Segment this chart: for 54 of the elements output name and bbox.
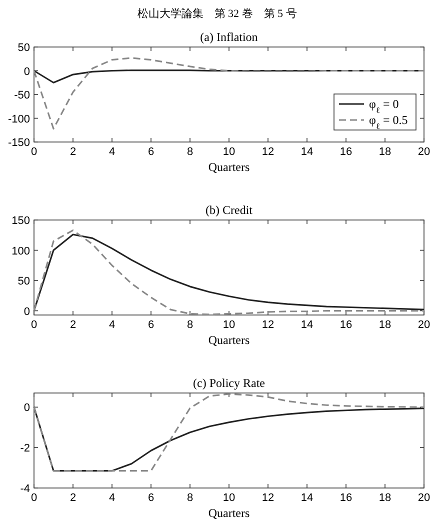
x-tick-label: 6 <box>148 319 154 331</box>
x-tick-label: 20 <box>418 146 430 158</box>
x-tick-label: 12 <box>262 319 274 331</box>
x-tick-label: 14 <box>300 492 314 504</box>
x-tick-label: 2 <box>70 319 76 331</box>
x-axis-title: Quarters <box>208 506 250 520</box>
x-tick-label: 2 <box>70 146 76 158</box>
x-tick-label: 14 <box>300 319 314 331</box>
legend-label: φ$_{ℓ}$ = 0.5 <box>369 113 408 130</box>
x-tick-label: 10 <box>222 146 236 158</box>
x-axis-title: Quarters <box>208 160 250 174</box>
x-tick-label: 6 <box>148 146 154 158</box>
text: 松山大学論集 第 32 巻 第 5 号 <box>137 7 297 20</box>
x-axis-title: Quarters <box>208 333 250 347</box>
x-tick-label: 16 <box>340 492 352 504</box>
y-tick-label: -4 <box>20 483 30 495</box>
x-tick-label: 12 <box>262 146 274 158</box>
x-tick-label: 8 <box>186 492 194 504</box>
x-tick-label: 8 <box>186 146 194 158</box>
x-tick-label: 18 <box>378 146 392 158</box>
x-tick-label: 14 <box>300 146 314 158</box>
x-tick-label: 20 <box>418 492 430 504</box>
chart-title: (b) Credit <box>206 203 254 217</box>
y-tick-label: 0 <box>24 306 30 318</box>
y-tick-label: 50 <box>18 276 30 288</box>
x-tick-label: 10 <box>222 319 236 331</box>
x-tick-label: 4 <box>108 492 116 504</box>
y-tick-label: 150 <box>12 215 30 227</box>
x-tick-label: 8 <box>186 319 194 331</box>
y-tick-label: -2 <box>20 442 30 455</box>
x-tick-label: 10 <box>222 492 236 504</box>
y-tick-label: 100 <box>12 245 30 258</box>
x-tick-label: 12 <box>262 492 274 504</box>
x-tick-label: 18 <box>378 319 392 331</box>
y-tick-label: 0 <box>24 66 30 78</box>
y-tick-label: -150 <box>8 137 30 149</box>
x-tick-label: 20 <box>418 319 430 331</box>
line-series <box>33 57 425 130</box>
x-tick-label: 2 <box>70 492 76 504</box>
x-tick-label: 16 <box>340 146 352 158</box>
x-tick-label: 4 <box>108 146 116 158</box>
y-tick-label: -100 <box>8 113 30 126</box>
y-tick-label: 0 <box>24 402 30 414</box>
y-tick-label: -50 <box>14 90 30 102</box>
chart-title: (a) Inflation <box>200 30 258 44</box>
x-tick-label: 18 <box>378 492 392 504</box>
line-series <box>33 406 425 472</box>
chart-title: (c) Policy Rate <box>193 376 265 390</box>
x-tick-label: 6 <box>148 492 154 504</box>
x-tick-label: 4 <box>108 319 116 331</box>
y-tick-label: 50 <box>18 42 30 54</box>
x-tick-label: 16 <box>340 319 352 331</box>
line-series <box>33 393 425 472</box>
legend-label: φ$_{ℓ}$ = 0 <box>369 97 399 114</box>
